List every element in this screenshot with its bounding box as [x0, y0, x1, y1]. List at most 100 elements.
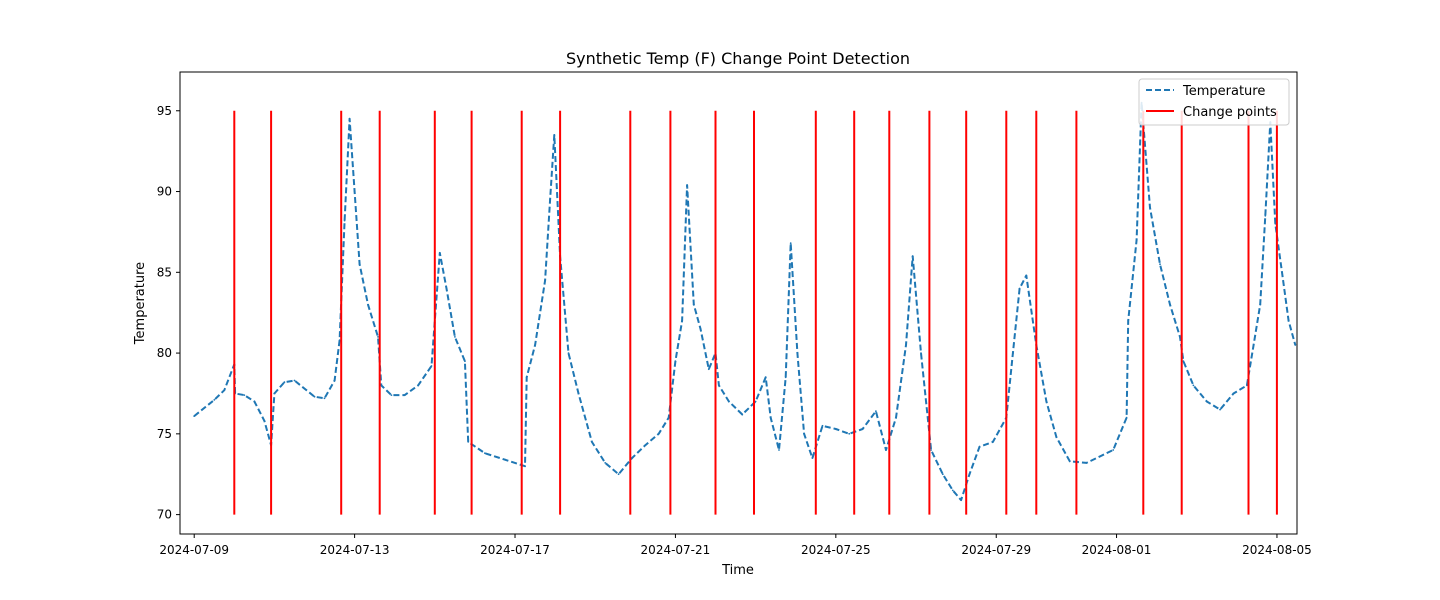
temperature-point	[784, 376, 787, 379]
temperature-point	[1025, 274, 1028, 277]
temperature-point	[1205, 400, 1208, 403]
x-tick-label: 2024-07-21	[641, 543, 711, 557]
temperature-point	[243, 394, 246, 396]
x-tick-label: 2024-07-29	[961, 543, 1031, 557]
chart-legend: Temperature Change points	[1138, 78, 1290, 126]
temperature-point	[380, 384, 383, 387]
temperature-point	[920, 352, 922, 354]
temperature-point	[861, 428, 864, 430]
temperature-point	[273, 392, 276, 395]
temperature-point	[699, 327, 702, 330]
temperature-point	[343, 219, 346, 222]
temperature-point	[617, 473, 620, 476]
temperature-point	[686, 184, 688, 187]
temperature-point	[1281, 271, 1283, 274]
temperature-point	[1252, 344, 1255, 346]
temperature-point	[454, 336, 456, 338]
temperature-point	[895, 416, 897, 419]
temperature-point	[667, 416, 670, 419]
temperature-series-line	[193, 101, 1297, 502]
x-axis-label: Time	[721, 563, 754, 578]
temperature-point	[1068, 460, 1071, 463]
y-tick-label: 70	[157, 508, 172, 522]
temperature-point	[367, 303, 369, 306]
temperature-point	[203, 407, 206, 409]
temperature-point	[1232, 392, 1235, 395]
temperature-point	[905, 344, 907, 346]
temperature-point	[338, 339, 341, 342]
temperature-point	[692, 303, 695, 306]
temperature-point	[1018, 287, 1021, 290]
temperature-point	[553, 134, 556, 136]
temperature-point	[430, 365, 433, 367]
temperature-point	[796, 352, 799, 354]
temperature-point	[353, 190, 356, 193]
temperature-point	[303, 387, 306, 390]
temperature-point	[1112, 449, 1115, 451]
temperature-point	[978, 445, 981, 448]
temperature-point	[674, 360, 677, 363]
temperature-point	[930, 449, 932, 451]
temperature-point	[1125, 416, 1128, 419]
temperature-point	[1246, 384, 1248, 387]
temperature-point	[524, 465, 526, 468]
temperature-point	[960, 499, 962, 501]
temperature-point	[333, 379, 336, 382]
temperature-point	[1274, 222, 1277, 225]
x-tick-label: 2024-07-25	[801, 543, 871, 557]
temperature-point	[534, 344, 536, 346]
temperature-point	[358, 263, 361, 266]
temperature-point	[1192, 384, 1195, 387]
temperature-point	[811, 457, 814, 459]
x-tick-label: 2024-07-13	[320, 543, 390, 557]
temperature-point	[445, 287, 448, 290]
temperature-point	[591, 441, 593, 443]
temperature-point	[789, 242, 792, 245]
temperature-point	[223, 389, 226, 392]
temperature-point	[1085, 462, 1088, 464]
temperature-point	[803, 432, 805, 435]
y-tick-label: 75	[157, 427, 172, 441]
temperature-point	[253, 400, 256, 403]
plot-frame	[179, 71, 1298, 535]
temperature-point	[1264, 214, 1267, 217]
temperature-point	[464, 360, 466, 363]
legend-label-change-points: Change points	[1183, 105, 1277, 120]
temperature-point	[778, 449, 780, 451]
temperature-point	[718, 384, 720, 387]
x-tick-label: 2024-08-01	[1082, 543, 1152, 557]
temperature-point	[848, 432, 851, 435]
temperature-point	[1287, 319, 1290, 322]
y-tick-label: 95	[157, 104, 172, 118]
y-tick-label: 85	[157, 265, 172, 279]
temperature-point	[911, 255, 914, 258]
temperature-point	[941, 473, 944, 476]
temperature-point	[348, 117, 351, 120]
temperature-point	[544, 279, 546, 282]
temperature-point	[467, 441, 470, 443]
temperature-point	[1127, 319, 1130, 322]
temperature-point	[263, 420, 266, 422]
temperature-point	[1179, 336, 1181, 338]
temperature-point	[193, 415, 196, 417]
temperature-point	[754, 400, 757, 403]
temperature-point	[1259, 303, 1262, 306]
y-axis-label: Temperature	[133, 262, 148, 345]
temperature-point	[567, 352, 570, 354]
temperature-point	[604, 462, 607, 464]
temperature-point	[377, 336, 379, 338]
temperature-point	[1159, 263, 1161, 266]
temperature-point	[313, 395, 316, 398]
legend-box	[1138, 78, 1290, 126]
temperature-point	[1012, 352, 1014, 354]
temperature-point	[323, 397, 326, 400]
temperature-point	[875, 410, 877, 413]
temperature-point	[707, 368, 710, 371]
temperature-point	[1169, 303, 1171, 306]
y-tick-label: 80	[157, 346, 172, 360]
x-tick-label: 2024-07-17	[480, 543, 550, 557]
temperature-point	[968, 473, 971, 476]
temperature-point	[631, 457, 633, 459]
